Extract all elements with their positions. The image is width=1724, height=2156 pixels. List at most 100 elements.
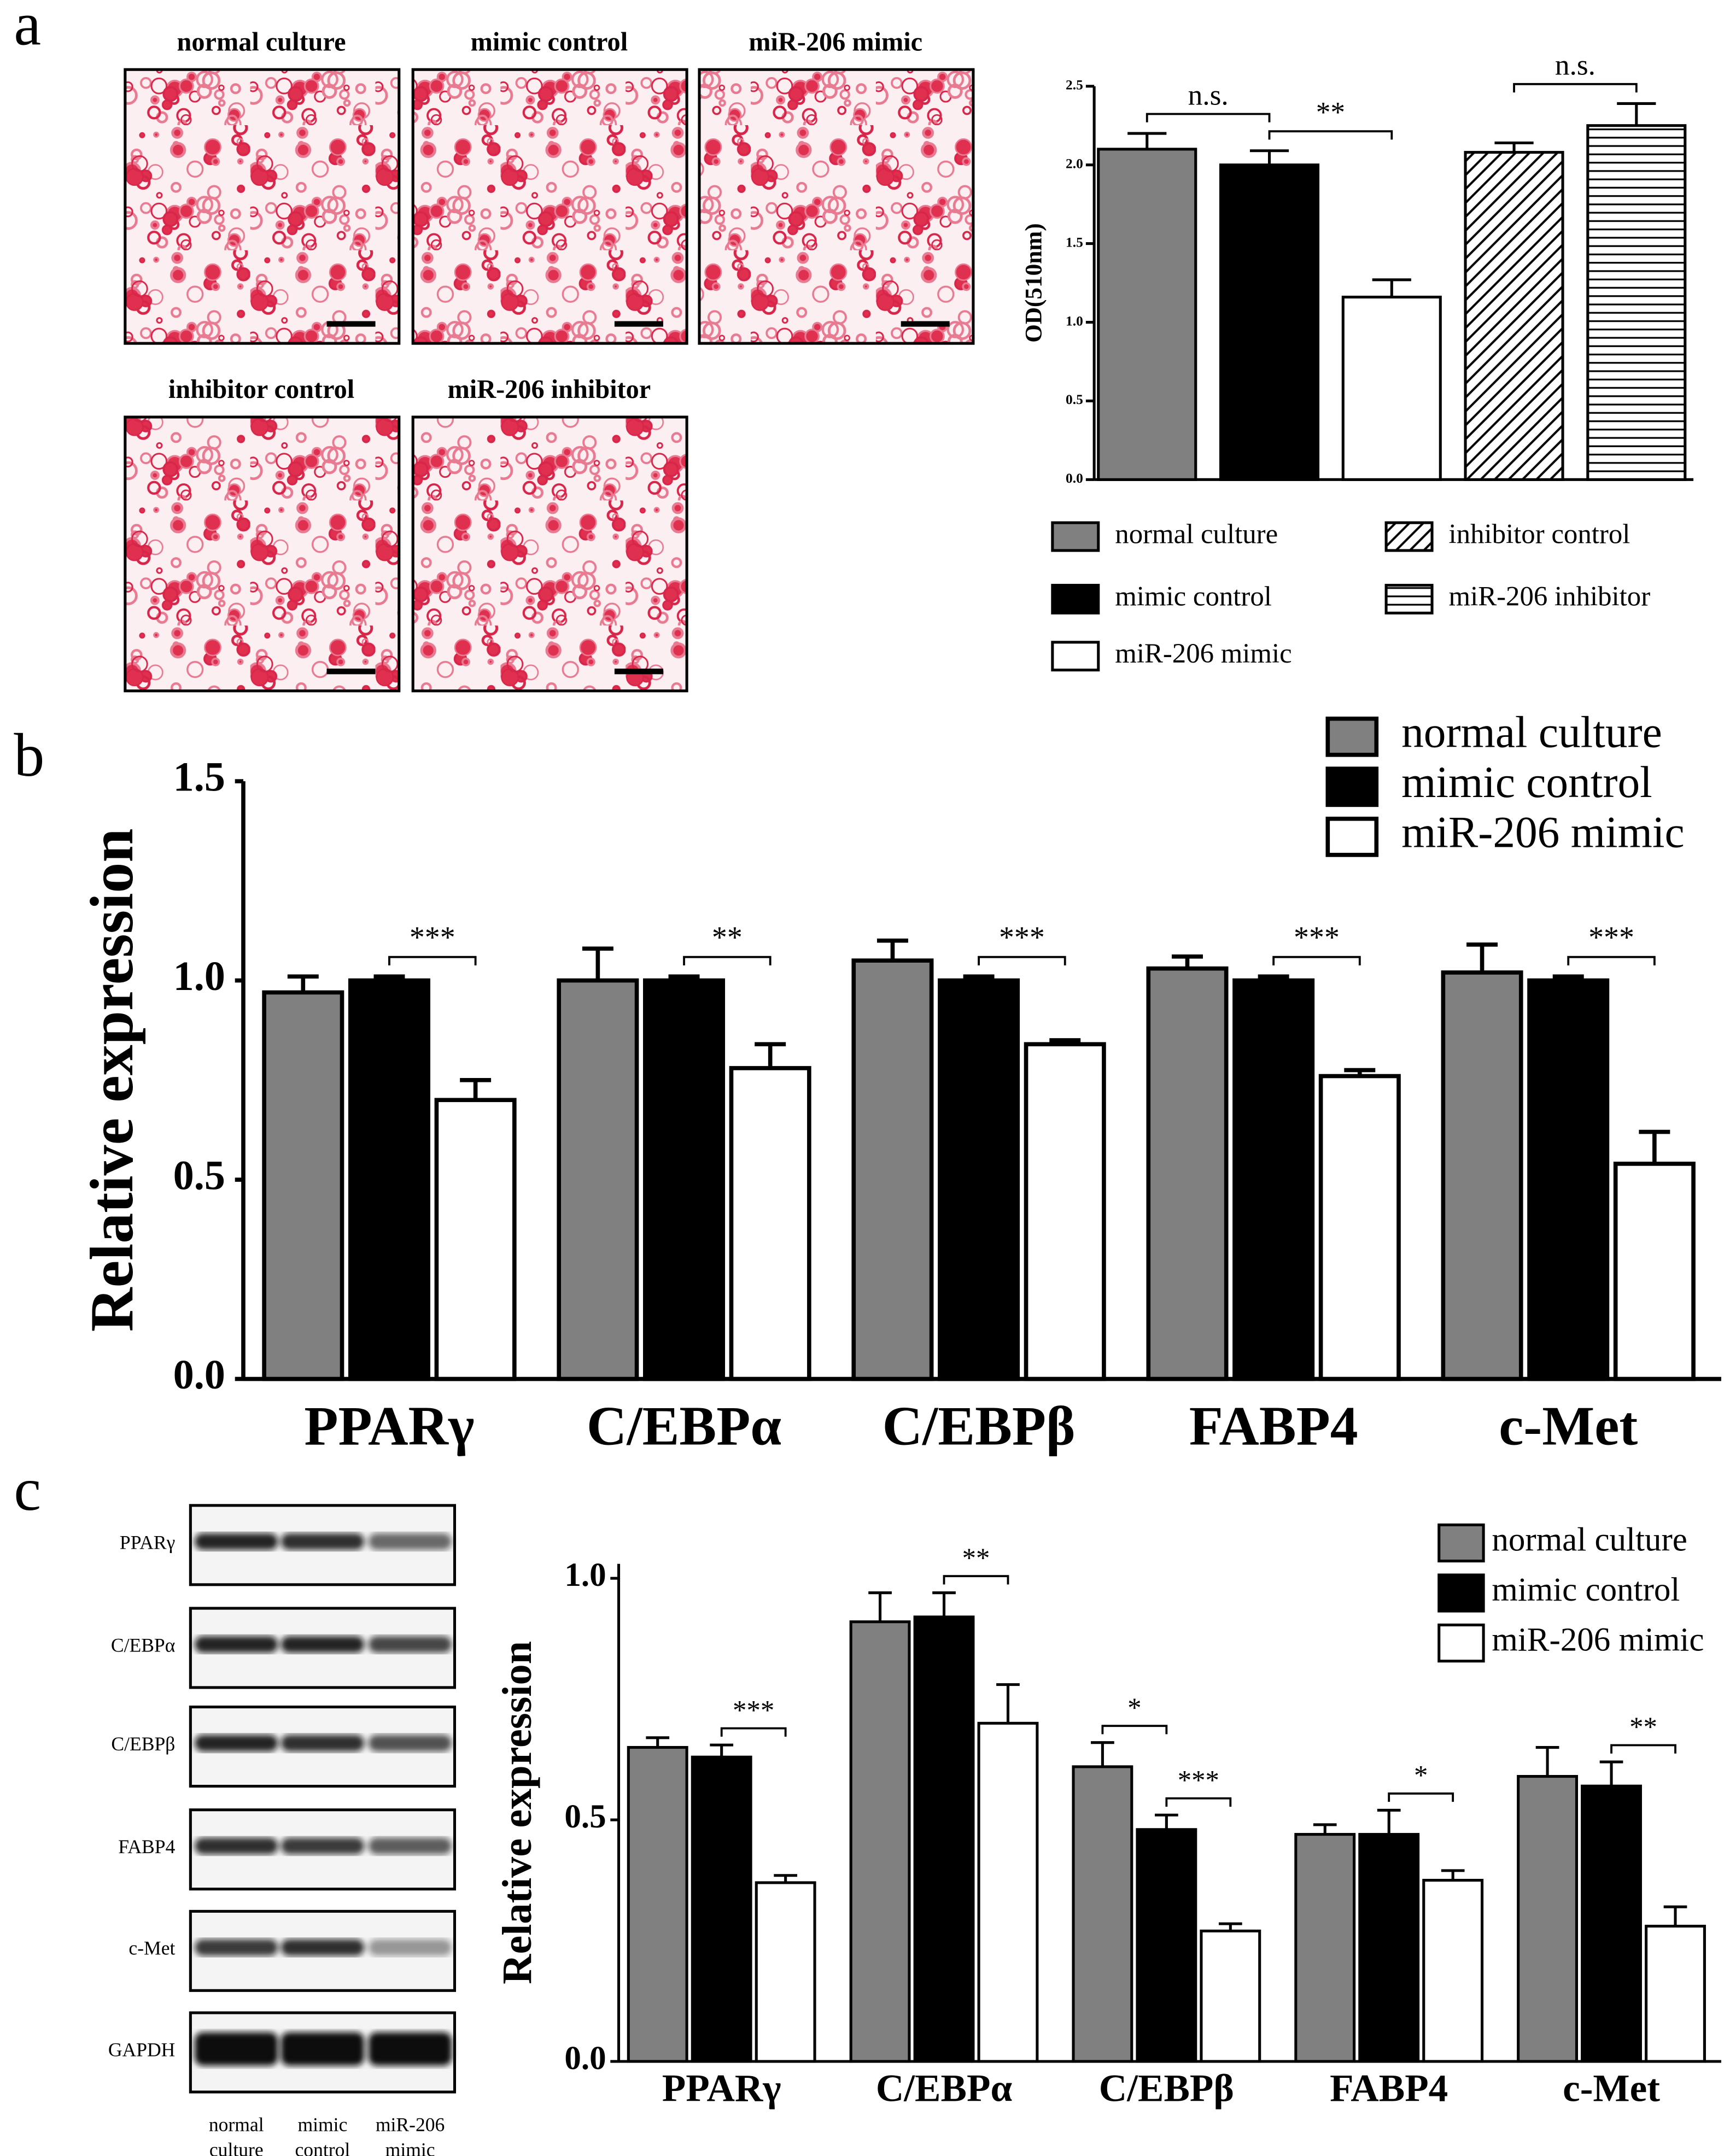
bar	[755, 1881, 816, 2063]
band	[368, 2032, 452, 2066]
band	[368, 1735, 452, 1751]
bar	[849, 1620, 911, 2063]
significance-label: *	[1127, 1692, 1141, 1723]
bar	[1613, 1162, 1696, 1381]
bar	[643, 978, 726, 1381]
legend-label: normal culture	[1115, 518, 1278, 549]
band	[194, 1636, 278, 1653]
band-label: c-Met	[128, 1937, 175, 1959]
micrograph-title: inhibitor control	[168, 375, 354, 404]
legend-label: normal culture	[1401, 707, 1662, 757]
band	[194, 1735, 278, 1751]
legend-label: mimic control	[1401, 757, 1652, 807]
significance-label: ***	[1178, 1765, 1219, 1795]
significance-bracket	[1513, 83, 1638, 93]
significance-label: **	[712, 921, 743, 954]
bar	[1464, 151, 1564, 481]
bar	[1645, 1924, 1706, 2063]
micrograph-title: mimic control	[471, 28, 628, 57]
legend-label: miR-206 inhibitor	[1449, 581, 1651, 612]
y-tick-label: 0.0	[1066, 471, 1083, 486]
significance-bracket	[943, 1575, 1009, 1585]
y-tick-label: 1.5	[173, 754, 225, 800]
x-tick-label: C/EBPβ	[1099, 2067, 1234, 2110]
lane-label: mimic	[297, 2114, 347, 2136]
significance-bracket	[1272, 956, 1361, 965]
band	[194, 1939, 278, 1956]
band	[280, 2032, 365, 2066]
band	[194, 1837, 278, 1855]
bar	[627, 1745, 688, 2063]
y-tick-label: 0.5	[173, 1152, 225, 1199]
band	[280, 1735, 365, 1751]
legend-swatch	[1325, 816, 1379, 857]
panel-label: b	[14, 722, 44, 789]
band	[194, 2032, 278, 2066]
x-tick-label: c-Met	[1563, 2067, 1660, 2110]
micrograph	[411, 68, 688, 345]
significance-bracket	[1388, 1792, 1454, 1802]
legend-label: miR-206 mimic	[1492, 1622, 1704, 1659]
band-label: PPARγ	[120, 1531, 175, 1553]
bar	[1232, 978, 1315, 1381]
x-tick-label: FABP4	[1330, 2067, 1448, 2110]
band-label: C/EBPβ	[111, 1733, 175, 1755]
significance-bracket	[683, 956, 772, 965]
bar	[1318, 1074, 1401, 1381]
significance-label: n.s.	[1555, 49, 1596, 81]
significance-bracket	[978, 956, 1066, 965]
micrograph	[124, 68, 401, 345]
significance-label: n.s.	[1188, 78, 1229, 111]
y-axis-label: OD(510nm)	[1020, 223, 1047, 342]
significance-bracket	[1567, 956, 1656, 965]
band-label: FABP4	[118, 1836, 175, 1858]
significance-bracket	[1268, 130, 1393, 140]
legend-swatch	[1384, 521, 1434, 552]
micrograph-title: miR-206 mimic	[749, 28, 922, 57]
bar	[1294, 1833, 1356, 2063]
y-tick-label: 0.5	[1066, 392, 1083, 407]
y-tick-label: 1.0	[1066, 313, 1083, 329]
bar	[1358, 1833, 1420, 2063]
significance-bracket	[720, 1727, 787, 1737]
bar	[1527, 978, 1610, 1381]
significance-bracket	[388, 956, 477, 965]
micrograph	[698, 68, 975, 345]
band-label: C/EBPα	[111, 1634, 176, 1656]
significance-label: ***	[999, 921, 1045, 954]
bar	[1072, 1765, 1133, 2063]
significance-label: **	[1316, 96, 1345, 128]
significance-bracket	[1101, 1725, 1168, 1735]
bar	[1146, 966, 1229, 1381]
legend-swatch	[1051, 584, 1100, 614]
y-tick-label: 0.0	[173, 1351, 225, 1398]
lane-label: control	[295, 2139, 350, 2156]
legend-swatch	[1437, 1624, 1485, 1663]
significance-label: **	[1629, 1712, 1657, 1742]
bar	[729, 1066, 811, 1381]
legend-swatch	[1384, 584, 1434, 614]
bar	[1200, 1929, 1261, 2063]
y-axis-label: Relative expression	[78, 828, 146, 1332]
y-tick-label: 1.0	[564, 1557, 606, 1593]
x-tick-label: c-Met	[1499, 1395, 1638, 1456]
band	[280, 1636, 365, 1653]
legend-label: miR-206 mimic	[1115, 638, 1291, 669]
legend-label: miR-206 mimic	[1401, 807, 1685, 857]
band	[368, 1636, 452, 1653]
significance-label: ***	[733, 1695, 774, 1725]
band	[368, 1837, 452, 1855]
bar	[1219, 163, 1320, 481]
x-tick-label: C/EBPβ	[883, 1395, 1076, 1456]
bar	[938, 978, 1020, 1381]
x-tick-label: PPARγ	[304, 1395, 474, 1456]
bar	[348, 978, 430, 1381]
micrograph	[411, 415, 688, 693]
bar	[1422, 1879, 1484, 2063]
x-tick-label: FABP4	[1189, 1395, 1358, 1456]
bar	[262, 990, 344, 1381]
legend-swatch	[1325, 716, 1379, 757]
y-tick-label: 1.5	[1066, 235, 1083, 250]
band-label: GAPDH	[108, 2038, 176, 2060]
